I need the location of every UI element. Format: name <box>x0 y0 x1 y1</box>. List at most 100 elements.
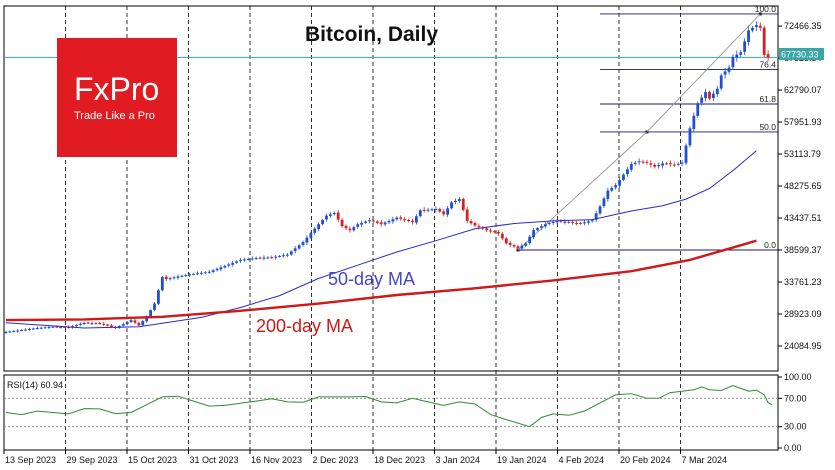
y-tick-label: 28923.09 <box>784 309 822 319</box>
candle-body <box>610 187 614 191</box>
candle-body <box>751 27 754 31</box>
candle-body <box>332 212 336 215</box>
candle-body <box>235 261 238 263</box>
candle-body <box>676 163 680 165</box>
candle-body <box>215 268 219 271</box>
candle-body <box>59 327 63 329</box>
logo-brand: FxPro <box>74 71 159 107</box>
candle-body <box>563 221 567 223</box>
candle-body <box>51 326 55 328</box>
candle-body <box>727 67 731 72</box>
candle-body <box>454 200 457 202</box>
candle-body <box>711 93 715 98</box>
candle-body <box>430 209 434 211</box>
candle-body <box>411 220 414 223</box>
candle-body <box>8 331 12 333</box>
candle-body <box>24 329 27 331</box>
candle-body <box>180 275 184 277</box>
candle-body <box>524 243 528 246</box>
candle-body <box>74 325 78 327</box>
candle-body <box>348 228 352 231</box>
fib-level-label: 0.0 <box>764 240 776 250</box>
candle-body <box>383 222 387 225</box>
candle-body <box>313 228 317 233</box>
candle-body <box>497 231 500 234</box>
fib-level-label: 76.4 <box>759 60 776 70</box>
candle-body <box>227 264 231 266</box>
rsi-axis: 100.00 70.00 30.00 0.00 <box>4 372 812 453</box>
candle-body <box>536 228 539 231</box>
candle-body <box>575 223 578 225</box>
candle-body <box>473 223 477 226</box>
candle-body <box>63 327 67 329</box>
candle-body <box>274 256 278 258</box>
candle-body <box>469 221 473 224</box>
x-tick-label: 31 Oct 2023 <box>190 455 239 465</box>
candle-body <box>758 25 762 28</box>
candle-body <box>250 258 254 260</box>
candle-body <box>457 199 461 202</box>
candle-body <box>192 273 195 275</box>
candle-body <box>672 164 676 166</box>
candle-body <box>708 91 711 99</box>
candle-body <box>164 276 168 280</box>
candle-body <box>645 161 649 163</box>
fxpro-logo: FxPro Trade Like a Pro <box>57 38 177 157</box>
candle-body <box>321 219 324 225</box>
candle-body <box>657 165 661 167</box>
candle-body <box>442 211 446 215</box>
candle-body <box>239 259 242 262</box>
candle-body <box>31 328 35 330</box>
x-tick-label: 18 Dec 2023 <box>374 455 425 465</box>
candle-body <box>12 330 16 332</box>
candle-body <box>16 330 20 332</box>
candle-body <box>203 272 207 274</box>
candle-body <box>407 219 410 222</box>
candle-body <box>700 97 704 103</box>
candle-body <box>184 275 188 277</box>
candle-body <box>106 324 110 326</box>
candle-body <box>223 265 227 268</box>
candle-body <box>696 103 700 116</box>
candle-body <box>188 274 192 276</box>
ma50-line <box>5 150 757 329</box>
candle-body <box>516 246 520 249</box>
candle-body <box>719 75 723 89</box>
candle-body <box>583 222 586 224</box>
y-tick-label: 48275.65 <box>784 181 822 191</box>
candle-body <box>692 115 696 130</box>
ma200-line <box>5 239 757 322</box>
candle-body <box>653 164 657 167</box>
candle-body <box>735 54 739 58</box>
x-tick-label: 3 Jan 2024 <box>436 455 481 465</box>
candle-body <box>258 257 262 259</box>
candle-body <box>614 185 618 188</box>
candle-body <box>196 273 199 275</box>
price-axis: 72466.3567628.3462790.0757951.9353113.79… <box>778 21 822 351</box>
candle-body <box>493 231 496 233</box>
candle-body <box>465 209 469 221</box>
candle-body <box>78 323 82 325</box>
candle-body <box>246 258 250 260</box>
candle-body <box>168 278 172 280</box>
candle-body <box>137 322 141 326</box>
candle-body <box>309 233 313 238</box>
candle-body <box>160 277 164 291</box>
candle-body <box>172 277 176 279</box>
candle-body <box>129 320 133 322</box>
chart-title: Bitcoin, Daily <box>305 23 438 46</box>
x-tick-label: 16 Nov 2023 <box>251 455 302 465</box>
candle-body <box>403 219 407 221</box>
candle-body <box>157 290 160 304</box>
candle-body <box>391 219 395 222</box>
rsi-tick-label: 0.00 <box>784 443 802 453</box>
candle-body <box>661 163 664 166</box>
candle-body <box>344 225 348 229</box>
candle-body <box>590 220 594 222</box>
x-tick-label: 2 Dec 2023 <box>313 455 359 465</box>
candle-body <box>200 272 203 274</box>
candle-body <box>739 52 743 55</box>
candle-body <box>278 255 281 257</box>
candle-body <box>684 145 688 163</box>
candle-body <box>649 163 653 165</box>
